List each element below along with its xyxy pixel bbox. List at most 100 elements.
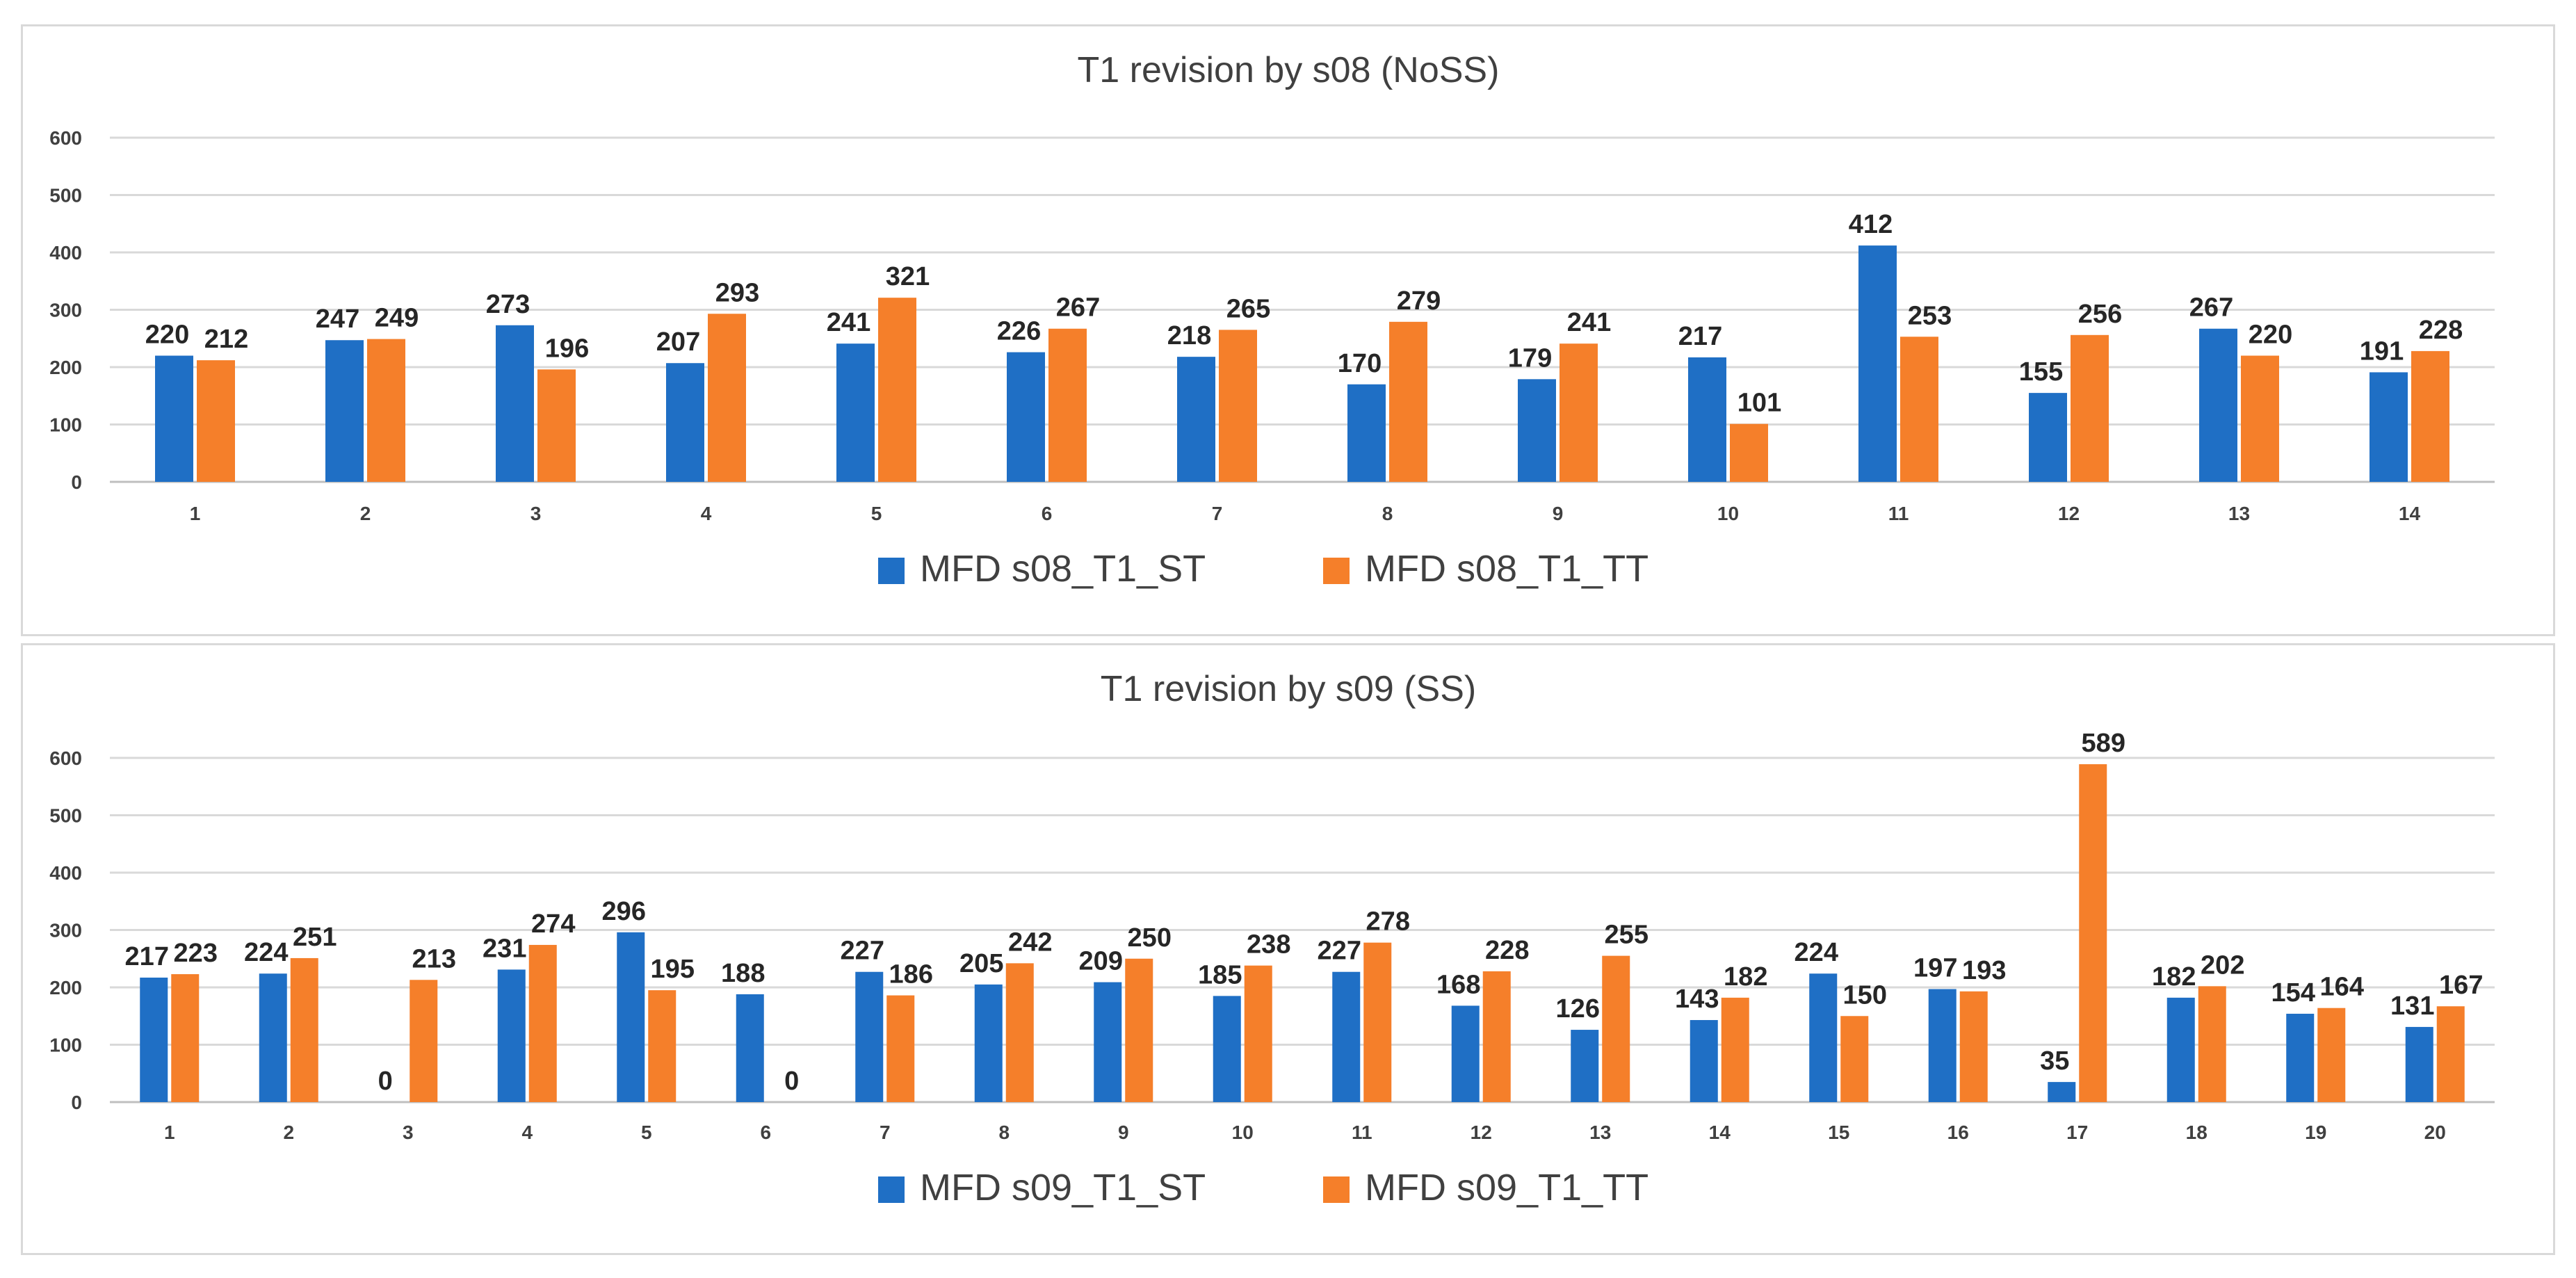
bar-tt	[1840, 1016, 1869, 1102]
data-label: 279	[1397, 286, 1441, 316]
y-tick-label: 300	[49, 300, 82, 321]
x-tick-label: 17	[2066, 1122, 2088, 1143]
data-label: 228	[1485, 936, 1529, 965]
bar-st	[855, 971, 884, 1102]
bar-st	[1094, 982, 1122, 1102]
bar-st	[1347, 384, 1386, 482]
x-tick-label: 1	[190, 503, 201, 524]
data-label: 195	[651, 955, 695, 984]
bar-tt	[2079, 764, 2107, 1102]
x-tick-label: 6	[1042, 503, 1053, 524]
bar-st	[1858, 245, 1897, 482]
data-label: 185	[1198, 960, 1242, 989]
x-tick-label: 20	[2424, 1122, 2446, 1143]
bar-tt	[410, 980, 438, 1102]
x-tick-label: 14	[1709, 1122, 1731, 1143]
legend-label: MFD s09_T1_ST	[920, 1167, 1206, 1208]
bar-tt	[528, 944, 557, 1102]
bar-tt	[290, 957, 318, 1102]
bar-tt	[1602, 955, 1630, 1102]
bar-st	[617, 932, 645, 1102]
bar-tt	[648, 990, 677, 1102]
bar-tt	[1730, 423, 1768, 482]
data-label: 238	[1247, 930, 1290, 960]
data-label: 226	[997, 317, 1041, 346]
bar-tt	[171, 974, 200, 1102]
bar-tt	[367, 339, 405, 482]
data-label: 170	[1338, 349, 1382, 378]
bar-st	[497, 969, 526, 1102]
data-label: 209	[1079, 947, 1123, 976]
data-label: 227	[841, 937, 884, 966]
bar-st	[1809, 973, 1838, 1102]
data-label: 256	[2078, 300, 2122, 329]
bar-tt	[2436, 1006, 2465, 1102]
bar-st	[974, 984, 1003, 1102]
y-tick-label: 600	[49, 127, 82, 149]
data-label: 241	[1567, 308, 1611, 337]
data-label: 249	[375, 304, 419, 333]
data-label: 154	[2271, 978, 2315, 1008]
y-tick-label: 300	[49, 920, 82, 941]
bar-st	[140, 977, 168, 1102]
bar-st	[1213, 996, 1241, 1102]
y-tick-label: 400	[49, 862, 82, 884]
data-label: 186	[889, 960, 933, 989]
data-label: 220	[2249, 321, 2292, 350]
data-label: 273	[486, 290, 530, 319]
data-label: 191	[2360, 337, 2404, 366]
data-label: 267	[2189, 293, 2233, 323]
x-tick-label: 4	[521, 1122, 533, 1143]
x-tick-label: 12	[1471, 1122, 1492, 1143]
x-tick-label: 13	[1589, 1122, 1611, 1143]
data-label: 250	[1128, 923, 1172, 953]
data-label: 217	[1678, 322, 1722, 351]
x-tick-label: 4	[701, 503, 712, 524]
data-label: 0	[378, 1067, 393, 1096]
data-label: 164	[2320, 973, 2364, 1002]
data-label: 193	[1962, 956, 2006, 985]
x-tick-label: 5	[871, 503, 882, 524]
chart-panel-s08: T1 revision by s08 (NoSS) 0 100 200 300 400 50…	[21, 24, 2555, 636]
bar-tt	[1363, 942, 1392, 1102]
bar-st	[736, 994, 764, 1102]
x-tick-label: 18	[2186, 1122, 2208, 1143]
bar-chart-s09: T1 revision by s09 (SS)01002003004005006…	[49, 669, 2495, 1208]
data-label: 228	[2419, 316, 2463, 345]
bar-tt	[1389, 321, 1427, 482]
legend-swatch-st	[878, 558, 905, 584]
bar-st	[259, 973, 287, 1102]
data-label: 293	[715, 278, 759, 307]
bar-tt	[878, 298, 916, 482]
chart-title: T1 revision by s08 (NoSS)	[1078, 50, 1500, 90]
bar-st	[1177, 357, 1215, 482]
bar-st	[1451, 1005, 1480, 1102]
bar-st	[2370, 372, 2408, 482]
chart-title: T1 revision by s09 (SS)	[1101, 669, 1476, 709]
data-label: 296	[602, 897, 646, 926]
bar-tt	[2198, 986, 2226, 1102]
legend-label: MFD s09_T1_TT	[1365, 1167, 1649, 1208]
bar-st	[1332, 971, 1361, 1102]
data-label: 274	[531, 909, 575, 939]
x-tick-label: 8	[1382, 503, 1393, 524]
bar-st	[2029, 393, 2067, 482]
data-label: 220	[145, 321, 189, 350]
data-label: 213	[412, 944, 456, 973]
bar-st	[1688, 357, 1726, 482]
bar-st	[325, 340, 364, 482]
bar-tt	[1219, 330, 1257, 482]
bar-tt	[2071, 334, 2109, 482]
bar-tt	[2317, 1008, 2346, 1102]
data-label: 224	[244, 938, 288, 967]
bar-st	[496, 325, 534, 482]
bar-st	[155, 355, 193, 482]
data-label: 267	[1056, 293, 1100, 323]
y-tick-label: 400	[49, 242, 82, 264]
bar-st	[1571, 1030, 1599, 1102]
x-tick-label: 12	[2058, 503, 2080, 524]
bar-st	[1928, 989, 1957, 1102]
data-label: 247	[316, 305, 359, 334]
x-tick-label: 2	[283, 1122, 294, 1143]
x-tick-label: 14	[2399, 503, 2421, 524]
